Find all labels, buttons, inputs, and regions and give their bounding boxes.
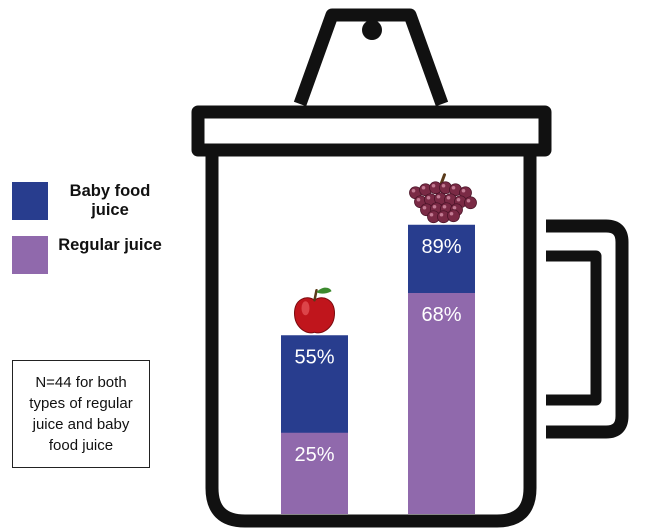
bar-regular-apple	[281, 432, 348, 514]
cup-handle-inner	[546, 250, 602, 406]
legend-label-baby-food: Baby food juice	[69, 182, 151, 219]
label-baby-food-grape: 89%	[421, 236, 461, 258]
label-baby-food-apple: 55%	[294, 346, 334, 368]
bar-regular-grape	[408, 293, 475, 514]
label-regular-apple: 25%	[294, 444, 334, 466]
legend-item-regular: Regular juice	[12, 236, 182, 316]
bars-group: 55% 25% 89% 68%	[281, 224, 475, 514]
legend-swatch-regular	[12, 236, 48, 274]
legend-label-regular: Regular juice	[58, 236, 162, 254]
cup-handle	[546, 219, 629, 439]
legend-item-baby-food: Baby food juice	[12, 182, 182, 262]
legend-swatch-baby-food	[12, 182, 48, 220]
label-regular-grape: 68%	[421, 304, 461, 326]
cup-body	[205, 143, 537, 528]
cup-spout	[293, 8, 449, 107]
spout-hole	[362, 20, 382, 40]
grapes-icon	[409, 173, 477, 224]
apple-icon	[293, 287, 336, 334]
sample-size-note: N=44 for both types of regular juice and…	[12, 360, 150, 468]
